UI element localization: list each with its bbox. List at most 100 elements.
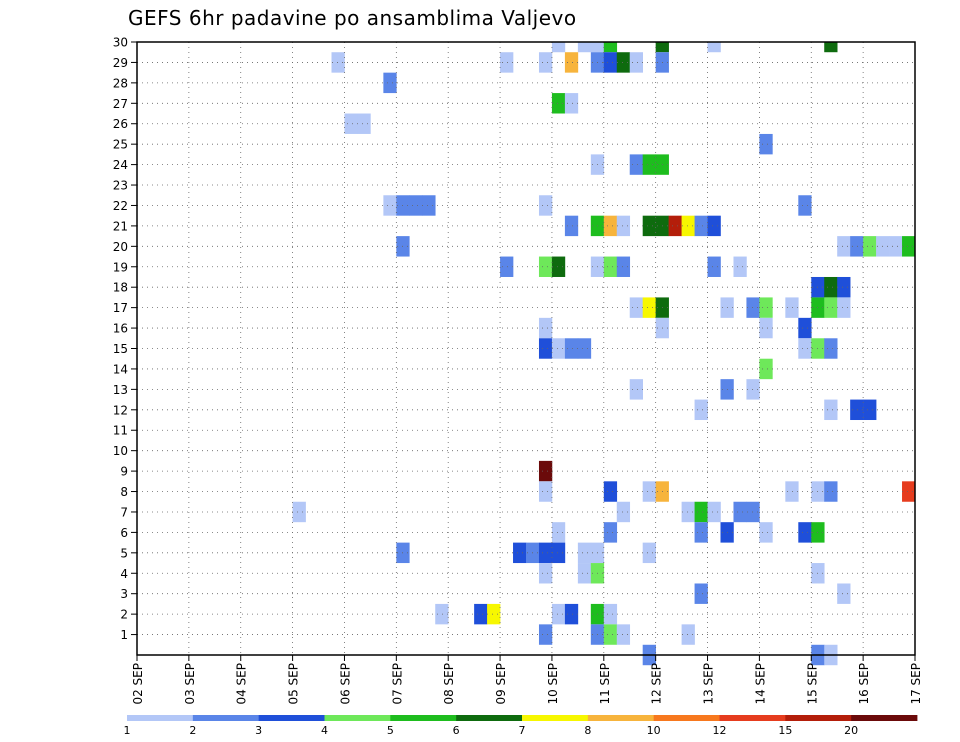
heatmap-cell bbox=[603, 42, 618, 53]
heatmap-cell bbox=[603, 215, 618, 237]
x-tick-label: 17 SEP bbox=[909, 663, 923, 705]
heatmap-cell bbox=[603, 256, 618, 277]
x-tick-label: 15 SEP bbox=[805, 663, 819, 705]
heatmap-cell bbox=[642, 481, 656, 502]
colorbar-swatch bbox=[456, 715, 523, 721]
colorbar-label: 1 bbox=[124, 724, 131, 737]
heatmap-cell bbox=[344, 113, 358, 134]
y-tick-label: 7 bbox=[120, 505, 128, 519]
heatmap-cell bbox=[538, 317, 553, 339]
heatmap-cell bbox=[642, 154, 656, 175]
x-tick-label: 14 SEP bbox=[753, 663, 767, 705]
y-tick-label: 3 bbox=[120, 587, 128, 601]
heatmap-cell bbox=[357, 113, 371, 134]
heatmap-cell bbox=[551, 42, 566, 53]
heatmap-cell bbox=[655, 42, 669, 53]
heatmap-cell bbox=[551, 603, 566, 625]
y-tick-label: 18 bbox=[113, 281, 128, 295]
heatmap-cell bbox=[422, 195, 436, 216]
heatmap-cell bbox=[616, 215, 631, 237]
heatmap-cell bbox=[383, 72, 397, 94]
heatmap-cell bbox=[616, 52, 631, 73]
colorbar-label: 4 bbox=[321, 724, 328, 737]
heatmap-cell bbox=[564, 52, 579, 73]
heatmap-cell bbox=[538, 256, 553, 277]
heatmap-cell bbox=[707, 215, 721, 237]
heatmap-cell bbox=[590, 42, 605, 53]
heatmap-cell bbox=[837, 236, 851, 257]
heatmap-cell bbox=[746, 297, 760, 318]
heatmap-cell bbox=[824, 297, 838, 318]
colorbar-label: 2 bbox=[189, 724, 196, 737]
heatmap-cell bbox=[577, 542, 592, 564]
heatmap-cell bbox=[681, 501, 695, 523]
heatmap-cell bbox=[564, 338, 579, 359]
y-tick-label: 17 bbox=[113, 301, 128, 315]
heatmap-cell bbox=[538, 624, 553, 645]
x-tick-label: 05 SEP bbox=[287, 663, 301, 705]
y-tick-label: 25 bbox=[113, 138, 128, 152]
x-tick-label: 07 SEP bbox=[390, 663, 404, 705]
heatmap-cell bbox=[500, 256, 514, 277]
heatmap-cell bbox=[538, 481, 553, 502]
x-axis-ticks: 02 SEP 03 SEP 04 SEP 05 SEP 06 SEP 07 SEP 08 S… bbox=[131, 655, 923, 705]
heatmap-cell bbox=[642, 297, 656, 318]
y-tick-label: 27 bbox=[113, 97, 128, 111]
heatmap-cell bbox=[629, 154, 643, 175]
y-tick-label: 29 bbox=[113, 56, 128, 70]
y-tick-label: 10 bbox=[113, 444, 128, 458]
y-tick-label: 21 bbox=[113, 219, 128, 233]
heatmap-cell bbox=[798, 338, 812, 359]
heatmap-cell bbox=[500, 52, 514, 73]
y-tick-label: 6 bbox=[120, 526, 128, 540]
heatmap-cell bbox=[551, 93, 566, 114]
heatmap-cell bbox=[837, 583, 851, 604]
heatmap-cell bbox=[603, 603, 618, 625]
heatmap-cell bbox=[824, 338, 838, 359]
heatmap-cell bbox=[551, 338, 566, 359]
heatmap-cell bbox=[785, 481, 799, 502]
heatmap-cell bbox=[824, 42, 838, 53]
heatmap-cell bbox=[513, 542, 527, 564]
heatmap-cell bbox=[759, 133, 773, 155]
heatmap-cell bbox=[603, 522, 618, 543]
heatmap-cell bbox=[837, 297, 851, 318]
heatmap-cell bbox=[331, 52, 345, 73]
heatmap-cell bbox=[707, 501, 721, 523]
y-tick-label: 13 bbox=[113, 383, 128, 397]
heatmap-cell bbox=[850, 236, 864, 257]
heatmap-cell bbox=[538, 195, 553, 216]
heatmap-cell bbox=[538, 542, 553, 564]
heatmap-cell bbox=[863, 399, 877, 421]
heatmap-cell bbox=[837, 276, 851, 298]
heatmap-cell bbox=[759, 297, 773, 318]
heatmap-cell bbox=[707, 42, 721, 53]
heatmap-cell bbox=[603, 52, 618, 73]
y-tick-label: 8 bbox=[120, 485, 128, 499]
heatmap-cell bbox=[435, 603, 449, 625]
heatmap-cell bbox=[474, 603, 488, 625]
x-tick-label: 10 SEP bbox=[546, 663, 560, 705]
heatmap-cell bbox=[759, 317, 773, 339]
y-tick-label: 16 bbox=[113, 322, 128, 336]
y-tick-label: 23 bbox=[113, 179, 128, 193]
heatmap-cell bbox=[798, 195, 812, 216]
x-tick-label: 08 SEP bbox=[442, 663, 456, 705]
heatmap-cell bbox=[616, 256, 631, 277]
heatmap-cell bbox=[668, 215, 682, 237]
colorbar-label: 15 bbox=[778, 724, 792, 737]
y-tick-label: 22 bbox=[113, 199, 128, 213]
colorbar-label: 20 bbox=[844, 724, 858, 737]
heatmap-cell bbox=[538, 52, 553, 73]
colorbar-label: 3 bbox=[255, 724, 262, 737]
x-tick-label: 02 SEP bbox=[131, 663, 145, 705]
heatmap-cell bbox=[785, 297, 799, 318]
heatmap-cell bbox=[538, 563, 553, 584]
y-tick-label: 12 bbox=[113, 403, 128, 417]
colorbar-swatch bbox=[587, 715, 655, 721]
heatmap-cell bbox=[577, 338, 592, 359]
colorbar-label: 8 bbox=[584, 724, 591, 737]
heatmap-cell bbox=[863, 236, 877, 257]
y-tick-label: 24 bbox=[113, 158, 128, 172]
